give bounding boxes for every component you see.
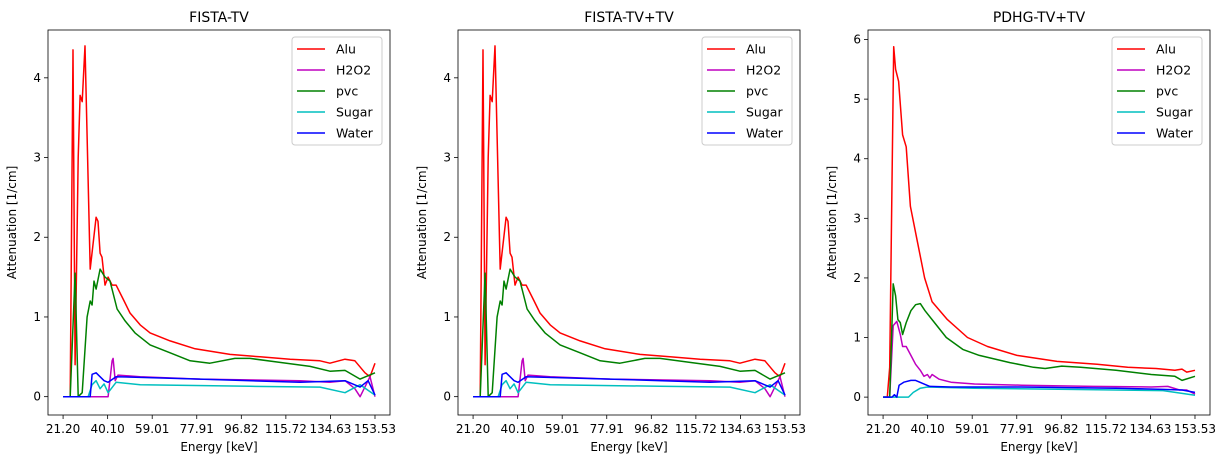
x-tick-label: 134.63 bbox=[309, 422, 351, 436]
legend-label: Alu bbox=[746, 42, 766, 57]
y-tick-label: 2 bbox=[33, 230, 41, 244]
legend-label: Alu bbox=[1156, 42, 1176, 57]
y-tick-label: 4 bbox=[443, 71, 451, 85]
legend-label: H2O2 bbox=[746, 63, 781, 78]
chart-title: PDHG-TV+TV bbox=[993, 10, 1086, 26]
y-tick-label: 5 bbox=[853, 92, 861, 106]
legend-label: pvc bbox=[746, 84, 768, 99]
legend-box bbox=[291, 36, 383, 146]
x-tick-label: 59.01 bbox=[955, 422, 989, 436]
legend-label: H2O2 bbox=[336, 63, 371, 78]
x-axis-label: Energy [keV] bbox=[590, 440, 667, 454]
y-axis-label: Attenuation [1/cm] bbox=[825, 166, 839, 279]
y-tick-label: 2 bbox=[443, 230, 451, 244]
legend-label: Water bbox=[746, 126, 784, 141]
legend-label: H2O2 bbox=[1156, 63, 1191, 78]
legend-label: pvc bbox=[336, 84, 358, 99]
series-line-water bbox=[883, 379, 1196, 398]
x-tick-label: 96.82 bbox=[634, 422, 668, 436]
y-tick-label: 3 bbox=[853, 211, 861, 225]
y-tick-label: 3 bbox=[443, 151, 451, 165]
axes-frame bbox=[47, 29, 391, 416]
legend: Alu H2O2 pvc Sugar Water bbox=[701, 36, 793, 146]
y-tick-label: 1 bbox=[853, 331, 861, 345]
series-line-alu bbox=[63, 45, 376, 398]
y-tick-label: 3 bbox=[33, 151, 41, 165]
legend-label: Alu bbox=[336, 42, 356, 57]
series-line-alu bbox=[883, 45, 1196, 398]
x-axis-label: Energy [keV] bbox=[180, 440, 257, 454]
x-tick-label: 96.82 bbox=[224, 422, 258, 436]
series-line-water bbox=[473, 372, 786, 398]
y-tick-label: 6 bbox=[853, 33, 861, 47]
x-tick-label: 40.10 bbox=[910, 422, 944, 436]
series-line-sugar bbox=[63, 379, 376, 398]
y-tick-label: 0 bbox=[853, 390, 861, 404]
legend-label: pvc bbox=[1156, 84, 1178, 99]
legend-label: Sugar bbox=[1156, 105, 1193, 120]
y-tick-label: 0 bbox=[443, 390, 451, 404]
y-axis-label: Attenuation [1/cm] bbox=[5, 166, 19, 279]
legend-label: Sugar bbox=[336, 105, 373, 120]
y-tick-label: 4 bbox=[853, 152, 861, 166]
x-tick-label: 153.53 bbox=[354, 422, 396, 436]
series-line-pvc bbox=[883, 283, 1196, 398]
y-tick-label: 0 bbox=[33, 390, 41, 404]
series-line-pvc bbox=[473, 268, 786, 398]
chart-title: FISTA-TV+TV bbox=[584, 10, 674, 26]
x-tick-label: 115.72 bbox=[1085, 422, 1127, 436]
y-tick-label: 2 bbox=[853, 271, 861, 285]
x-tick-label: 40.10 bbox=[90, 422, 124, 436]
series-line-water bbox=[63, 372, 376, 398]
series-line-alu bbox=[473, 45, 786, 398]
axes-frame bbox=[457, 29, 801, 416]
x-tick-label: 96.82 bbox=[1044, 422, 1078, 436]
subplot-3: 21.20 40.10 59.01 77.91 96.82 115.72 134.63 153… bbox=[825, 10, 1216, 454]
legend: Alu H2O2 pvc Sugar Water bbox=[291, 36, 383, 146]
x-tick-label: 21.20 bbox=[456, 422, 490, 436]
x-tick-label: 153.53 bbox=[1174, 422, 1216, 436]
legend-box bbox=[1111, 36, 1203, 146]
x-axis-label: Energy [keV] bbox=[1000, 440, 1077, 454]
subplot-1: 21.20 40.10 59.01 77.91 96.82 115.72 134.63 153… bbox=[5, 10, 396, 454]
x-tick-label: 115.72 bbox=[675, 422, 717, 436]
legend-label: Water bbox=[336, 126, 374, 141]
x-tick-label: 21.20 bbox=[866, 422, 900, 436]
series-line-sugar bbox=[473, 379, 786, 398]
chart-title: FISTA-TV bbox=[189, 10, 249, 26]
x-tick-label: 21.20 bbox=[46, 422, 80, 436]
x-tick-label: 59.01 bbox=[545, 422, 579, 436]
x-tick-label: 59.01 bbox=[135, 422, 169, 436]
x-tick-label: 77.91 bbox=[180, 422, 214, 436]
x-tick-label: 77.91 bbox=[1000, 422, 1034, 436]
x-tick-label: 77.91 bbox=[590, 422, 624, 436]
subplot-2: 21.20 40.10 59.01 77.91 96.82 115.72 134.63 153… bbox=[415, 10, 806, 454]
y-tick-label: 4 bbox=[33, 71, 41, 85]
legend-label: Sugar bbox=[746, 105, 783, 120]
axes-frame bbox=[867, 29, 1211, 416]
series-line-pvc bbox=[63, 268, 376, 398]
x-tick-label: 134.63 bbox=[719, 422, 761, 436]
y-tick-label: 1 bbox=[33, 310, 41, 324]
y-axis-label: Attenuation [1/cm] bbox=[415, 166, 429, 279]
legend: Alu H2O2 pvc Sugar Water bbox=[1111, 36, 1203, 146]
series-line-sugar bbox=[883, 386, 1196, 398]
legend-box bbox=[701, 36, 793, 146]
legend-label: Water bbox=[1156, 126, 1194, 141]
x-tick-label: 134.63 bbox=[1129, 422, 1171, 436]
x-tick-label: 153.53 bbox=[764, 422, 806, 436]
x-tick-label: 40.10 bbox=[500, 422, 534, 436]
series-line-h2o2 bbox=[883, 320, 1196, 398]
x-tick-label: 115.72 bbox=[265, 422, 307, 436]
y-tick-label: 1 bbox=[443, 310, 451, 324]
